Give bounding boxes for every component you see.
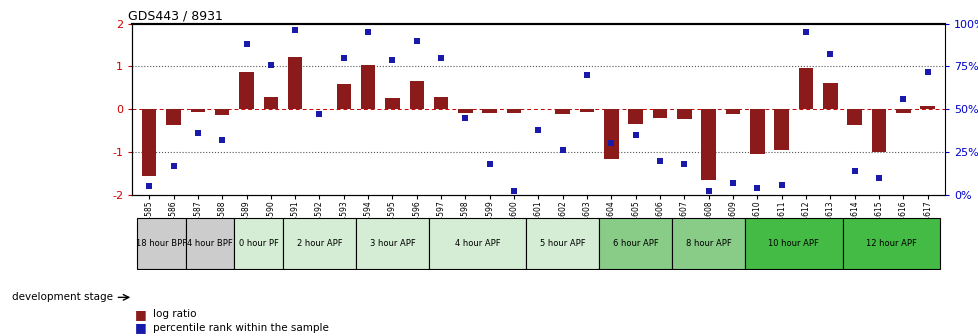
Bar <box>336 84 351 109</box>
Text: development stage: development stage <box>12 292 112 302</box>
Bar <box>774 109 788 150</box>
Bar <box>847 109 862 125</box>
Bar <box>384 98 399 109</box>
Bar <box>361 65 376 109</box>
Text: 4 hour BPF: 4 hour BPF <box>187 239 233 248</box>
Bar <box>579 109 594 112</box>
Bar <box>214 109 229 115</box>
Text: 12 hour APF: 12 hour APF <box>865 239 915 248</box>
Bar <box>166 109 181 125</box>
Bar <box>191 109 205 112</box>
Bar <box>652 109 667 118</box>
Bar <box>725 109 739 114</box>
Bar <box>428 218 526 269</box>
Text: ■: ■ <box>135 321 147 334</box>
Bar <box>186 218 234 269</box>
Bar <box>433 97 448 109</box>
Bar <box>137 218 186 269</box>
Bar <box>234 218 283 269</box>
Text: 4 hour APF: 4 hour APF <box>455 239 500 248</box>
Text: 3 hour APF: 3 hour APF <box>370 239 415 248</box>
Bar <box>822 83 837 109</box>
Bar <box>507 109 521 113</box>
Text: 2 hour APF: 2 hour APF <box>296 239 342 248</box>
Text: 6 hour APF: 6 hour APF <box>612 239 658 248</box>
Bar <box>628 109 643 124</box>
Bar <box>526 218 599 269</box>
Bar <box>842 218 939 269</box>
Bar <box>482 109 497 113</box>
Bar <box>895 109 910 113</box>
Text: 18 hour BPF: 18 hour BPF <box>136 239 187 248</box>
Bar <box>798 68 813 109</box>
Bar <box>919 106 934 109</box>
Bar <box>744 218 842 269</box>
Text: log ratio: log ratio <box>153 309 196 319</box>
Bar <box>599 218 672 269</box>
Bar <box>677 109 691 119</box>
Bar <box>749 109 764 154</box>
Bar <box>409 81 423 109</box>
Text: GDS443 / 8931: GDS443 / 8931 <box>128 9 223 23</box>
Text: percentile rank within the sample: percentile rank within the sample <box>153 323 329 333</box>
Text: 8 hour APF: 8 hour APF <box>686 239 731 248</box>
Bar <box>288 57 302 109</box>
Text: 10 hour APF: 10 hour APF <box>768 239 819 248</box>
Text: 0 hour PF: 0 hour PF <box>239 239 279 248</box>
Bar <box>142 109 156 176</box>
Bar <box>700 109 715 180</box>
Bar <box>239 72 253 109</box>
Bar <box>555 109 569 114</box>
Text: ■: ■ <box>135 308 147 321</box>
Bar <box>263 97 278 109</box>
Bar <box>672 218 744 269</box>
Bar <box>356 218 428 269</box>
Text: 5 hour APF: 5 hour APF <box>540 239 585 248</box>
Bar <box>458 109 472 113</box>
Bar <box>283 218 356 269</box>
Bar <box>870 109 885 153</box>
Bar <box>603 109 618 159</box>
